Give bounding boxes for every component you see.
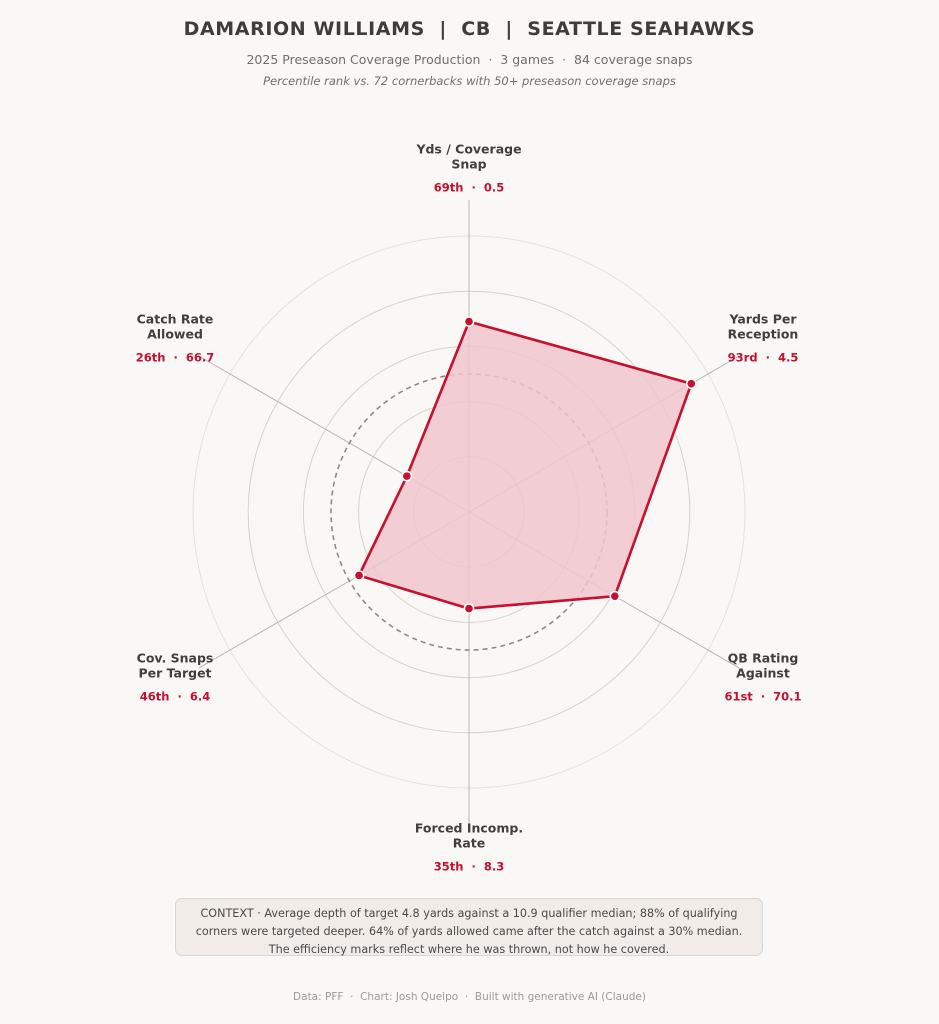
data-point xyxy=(685,378,697,390)
axis-label: QB Rating xyxy=(728,651,799,666)
axis-label: Rate xyxy=(453,835,486,850)
chart-title: DAMARION WILLIAMS | CB | SEATTLE SEAHAWK… xyxy=(183,18,756,40)
percentile-area xyxy=(357,320,693,610)
axis-label: Against xyxy=(736,666,790,681)
axis-label: Forced Incomp. xyxy=(415,820,523,835)
axis-value-label: 61st · 70.1 xyxy=(724,690,801,704)
context-note: CONTEXT · Average depth of target 4.8 ya… xyxy=(175,898,763,956)
chart-subtitle: 2025 Preseason Coverage Production · 3 g… xyxy=(246,52,693,67)
data-point xyxy=(353,570,365,581)
axis-value-label: 46th · 6.4 xyxy=(140,690,210,704)
axis-value-label: 35th · 8.3 xyxy=(434,859,504,873)
data-point xyxy=(401,470,413,482)
data-point xyxy=(463,316,475,327)
axis-label: Catch Rate xyxy=(137,311,214,326)
data-point xyxy=(609,590,621,602)
footer-credits: Data: PFF · Chart: Josh Queipo · Built w… xyxy=(293,991,646,1003)
axis-label: Reception xyxy=(728,326,799,341)
axis-value-label: 93rd · 4.5 xyxy=(728,350,799,364)
axis-label: Yards Per xyxy=(728,311,797,326)
chart-subtitle-note: Percentile rank vs. 72 cornerbacks with … xyxy=(263,74,676,88)
axis-label: Allowed xyxy=(147,326,203,341)
axis-value-label: 26th · 66.7 xyxy=(136,350,214,364)
axis-label: Yds / Coverage xyxy=(415,142,521,157)
data-point xyxy=(463,603,475,614)
axis-label: Snap xyxy=(451,157,486,172)
axis-label: Cov. Snaps xyxy=(137,651,214,666)
axis-value-label: 69th · 0.5 xyxy=(434,181,504,195)
axis-label: Per Target xyxy=(138,666,211,681)
